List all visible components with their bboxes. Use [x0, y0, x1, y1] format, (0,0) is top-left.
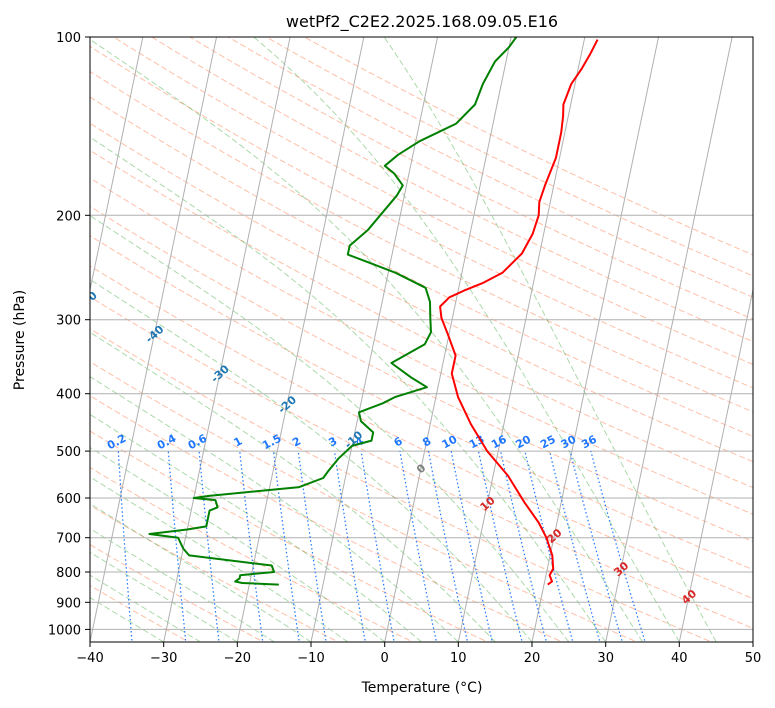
moist-adiabat: [90, 413, 422, 642]
x-axis-title: Temperature (°C): [361, 680, 483, 696]
y-tick-label: 800: [56, 566, 81, 581]
mixing-ratio-line: [427, 450, 469, 642]
y-axis-title: Pressure (hPa): [12, 290, 28, 390]
isotherm: [457, 37, 586, 642]
x-tick-label: 30: [597, 651, 614, 666]
moist-adiabat: [90, 574, 201, 642]
mixing-ratio-line: [524, 450, 574, 642]
moist-adiabat: [90, 331, 496, 642]
mixing-ratio-label: 20: [513, 433, 533, 452]
moist-adiabat: [90, 551, 238, 642]
moist-adiabat: [90, 215, 570, 642]
moist-adiabat: [383, 37, 717, 642]
isotherm-label: -60: [13, 242, 37, 265]
chart-title: wetPf2_C2E2.2025.168.09.05.E16: [286, 12, 558, 32]
y-tick-label: 400: [56, 388, 81, 403]
y-tick-label: 200: [56, 209, 81, 224]
dry-adiabat: [90, 205, 753, 543]
x-tick-label: 0: [381, 651, 389, 666]
mixing-ratio-line: [477, 450, 523, 642]
isotherm: [531, 37, 660, 642]
mixing-ratio-line: [297, 451, 327, 642]
dry-adiabat: [112, 37, 753, 365]
dry-adiabat: [227, 37, 753, 298]
plot-frame: [89, 36, 754, 643]
moist-adiabat: [90, 38, 643, 642]
mixing-ratio-label: 30: [559, 433, 579, 452]
mixing-ratio-line: [333, 451, 366, 642]
x-tick-label: 40: [671, 651, 688, 666]
isotherm: [236, 37, 365, 642]
x-tick-label: 50: [745, 651, 762, 666]
moist-adiabat: [90, 278, 533, 642]
isotherm: [90, 37, 218, 642]
isotherm-label: -50: [76, 289, 100, 312]
mixing-ratio-line: [590, 450, 646, 642]
y-tick-label: 600: [56, 492, 81, 507]
isotherm: [384, 37, 512, 642]
moist-adiabat: [90, 476, 349, 642]
axes: −40 −30 −20 −10 0 10 20 30 40 50 1000 900 800 700 600 5…: [48, 31, 761, 666]
x-tick-label: −30: [150, 651, 177, 666]
mixing-ratio-line: [549, 450, 601, 642]
mixing-ratio-label: 10: [440, 433, 460, 452]
mixing-ratio-label: 13: [467, 433, 487, 452]
mixing-ratio-line: [399, 450, 438, 642]
isotherm: [0, 24, 72, 654]
moist-adiabat: [90, 136, 607, 642]
dry-adiabat: [90, 235, 753, 571]
isotherm: [605, 37, 733, 642]
mixing-ratio-line: [71, 451, 82, 644]
mixing-ratio-line: [360, 451, 395, 642]
dry-adiabat: [90, 430, 489, 642]
dry-adiabat: [150, 37, 753, 343]
isotherm: [310, 37, 439, 642]
mixing-ratio-label: 36: [579, 433, 599, 452]
y-tick-label: 300: [56, 314, 81, 329]
mixing-ratio-line: [569, 450, 624, 642]
x-tick-label: 10: [450, 651, 467, 666]
y-tick-label: 500: [56, 445, 81, 460]
profiles: [148, 37, 599, 586]
y-tick-label: 900: [56, 596, 81, 611]
isotherm: [752, 639, 753, 642]
mixing-ratio-line: [500, 450, 547, 642]
y-tick-label: 700: [56, 532, 81, 547]
y-tick-label: 1000: [48, 623, 81, 638]
mixing-ratio-line: [450, 450, 493, 642]
temperature-line: [439, 39, 599, 586]
mixing-ratio-label: 16: [489, 433, 509, 452]
moist-adiabat: [253, 37, 680, 642]
moist-adiabat: [90, 528, 275, 642]
isotherm: [90, 37, 144, 293]
x-tick-label: −10: [297, 651, 324, 666]
plot-background: [90, 37, 753, 642]
isotherm: [678, 287, 753, 642]
dry-adiabat: [90, 265, 753, 600]
background-lines: [0, 24, 753, 654]
x-tick-label: −20: [224, 651, 251, 666]
x-tick-label: −40: [76, 651, 103, 666]
dewpoint-line: [148, 37, 518, 586]
dry-adiabat: [90, 177, 753, 515]
y-tick-label: 100: [56, 31, 81, 46]
mixing-ratio-label: 25: [538, 433, 558, 452]
dry-adiabat: [90, 122, 753, 463]
x-tick-label: 20: [524, 651, 541, 666]
dry-adiabat: [90, 149, 753, 489]
